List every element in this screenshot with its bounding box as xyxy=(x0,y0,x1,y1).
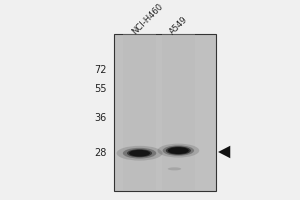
Ellipse shape xyxy=(166,146,191,155)
Ellipse shape xyxy=(129,150,150,157)
Text: A549: A549 xyxy=(168,15,190,37)
Ellipse shape xyxy=(127,149,152,157)
Ellipse shape xyxy=(158,144,199,158)
Text: 72: 72 xyxy=(94,65,107,75)
Text: 36: 36 xyxy=(94,113,107,123)
Polygon shape xyxy=(218,146,230,158)
Ellipse shape xyxy=(123,148,156,159)
Ellipse shape xyxy=(117,146,163,161)
Text: NCI-H460: NCI-H460 xyxy=(130,2,165,37)
Bar xyxy=(162,34,195,191)
Text: 28: 28 xyxy=(94,148,107,158)
Text: 55: 55 xyxy=(94,84,107,94)
Bar xyxy=(123,34,156,191)
Ellipse shape xyxy=(163,145,194,156)
Ellipse shape xyxy=(168,147,189,154)
Ellipse shape xyxy=(168,167,181,170)
Bar xyxy=(114,34,216,191)
